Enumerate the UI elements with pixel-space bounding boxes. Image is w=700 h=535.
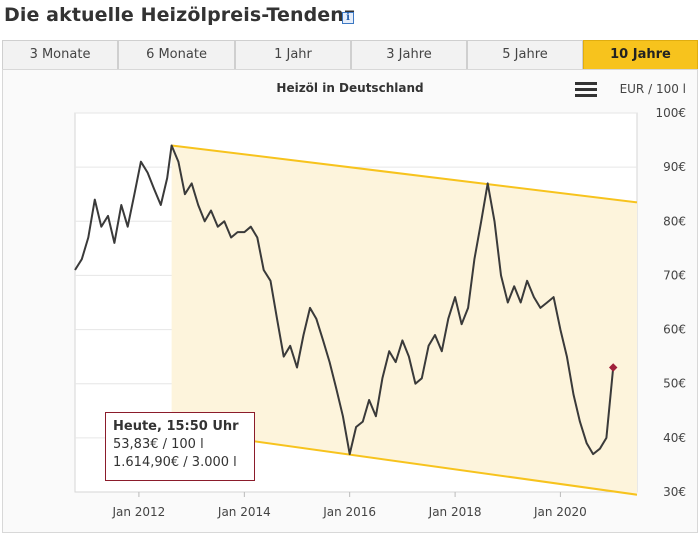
trend-channel-area bbox=[171, 145, 638, 495]
tooltip-heading: Heute, 15:50 Uhr bbox=[113, 419, 239, 434]
today-marker bbox=[608, 363, 618, 372]
unit-label: EUR / 100 l bbox=[620, 82, 686, 96]
y-tick-label: 90€ bbox=[663, 160, 686, 174]
trend-channel-upper-line bbox=[171, 144, 638, 204]
hamburger-menu-icon[interactable] bbox=[575, 82, 597, 100]
tooltip-price-3000l: 1.614,90€ / 3.000 l bbox=[113, 455, 237, 470]
info-icon[interactable]: i bbox=[342, 12, 354, 24]
tab-1-jahr[interactable]: 1 Jahr bbox=[235, 40, 351, 70]
x-tick-label: Jan 2018 bbox=[428, 505, 482, 519]
page-title: Die aktuelle Heizölpreis-Tendenz bbox=[4, 4, 356, 26]
tab-3-jahre[interactable]: 3 Jahre bbox=[351, 40, 467, 70]
tab-6-monate[interactable]: 6 Monate bbox=[118, 40, 235, 70]
x-tick-label: Jan 2012 bbox=[111, 505, 165, 519]
x-tick-label: Jan 2020 bbox=[533, 505, 587, 519]
y-tick-label: 30€ bbox=[663, 485, 686, 499]
x-tick-label: Jan 2014 bbox=[217, 505, 271, 519]
y-tick-label: 40€ bbox=[663, 431, 686, 445]
y-tick-label: 50€ bbox=[663, 377, 686, 391]
tab-10-jahre[interactable]: 10 Jahre bbox=[583, 40, 698, 70]
tooltip-price-100l: 53,83€ / 100 l bbox=[113, 437, 204, 452]
period-tabs: 3 Monate 6 Monate 1 Jahr 3 Jahre 5 Jahre… bbox=[2, 40, 698, 70]
y-tick-label: 70€ bbox=[663, 268, 686, 282]
chart-title: Heizöl in Deutschland bbox=[276, 81, 423, 95]
tab-5-jahre[interactable]: 5 Jahre bbox=[467, 40, 583, 70]
tab-3-monate[interactable]: 3 Monate bbox=[2, 40, 118, 70]
y-tick-label: 60€ bbox=[663, 323, 686, 337]
today-tooltip: Heute, 15:50 Uhr 53,83€ / 100 l 1.614,90… bbox=[105, 412, 255, 481]
price-series-line bbox=[74, 144, 615, 456]
y-tick-label: 100€ bbox=[655, 106, 686, 120]
y-tick-label: 80€ bbox=[663, 214, 686, 228]
x-tick-label: Jan 2016 bbox=[322, 505, 376, 519]
